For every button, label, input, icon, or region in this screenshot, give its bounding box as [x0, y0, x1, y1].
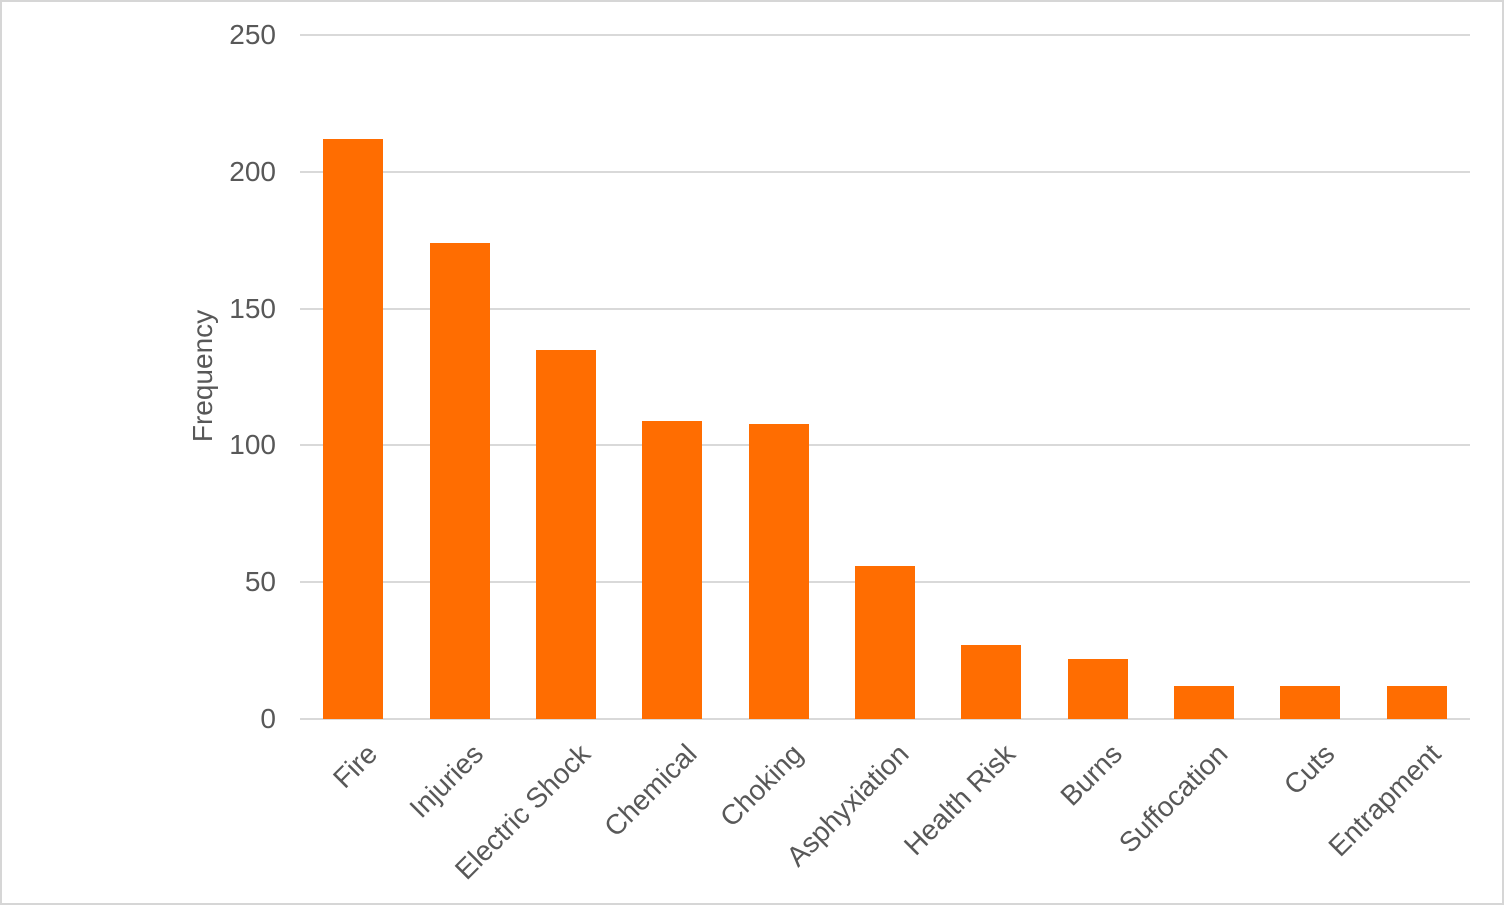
bar-entrapment — [1386, 686, 1447, 719]
y-tick-label: 150 — [229, 292, 276, 324]
x-tick-label: Fire — [327, 738, 384, 795]
x-tick-label: Choking — [713, 738, 809, 833]
bar-choking — [748, 423, 809, 719]
bar-injuries — [429, 242, 490, 719]
x-tick-label: Health Risk — [898, 738, 1022, 862]
bar-fire — [323, 138, 384, 719]
y-tick-label: 100 — [229, 429, 276, 461]
x-tick-label: Injuries — [403, 738, 490, 824]
gridline — [300, 170, 1470, 173]
x-tick-label: Suffocation — [1113, 738, 1234, 859]
y-tick-label: 50 — [244, 566, 276, 598]
bar-health-risk — [961, 645, 1022, 719]
gridline — [300, 34, 1470, 36]
x-tick-label: Cuts — [1277, 738, 1341, 801]
x-tick-label: Chemical — [597, 738, 703, 843]
gridline — [300, 307, 1470, 310]
gridline — [300, 444, 1470, 447]
x-tick-label: Entrapment — [1322, 738, 1447, 863]
x-axis-line — [300, 718, 1470, 720]
y-tick-label: 200 — [229, 155, 276, 187]
x-tick-label: Burns — [1053, 738, 1128, 812]
bar-suffocation — [1174, 686, 1235, 719]
y-tick-label: 0 — [260, 703, 276, 734]
y-tick-label: 250 — [229, 19, 276, 50]
bar-burns — [1067, 658, 1128, 719]
bar-electric-shock — [535, 349, 596, 719]
bar-cuts — [1280, 686, 1341, 719]
bar-chemical — [642, 420, 703, 719]
bar-asphyxiation — [855, 565, 915, 719]
